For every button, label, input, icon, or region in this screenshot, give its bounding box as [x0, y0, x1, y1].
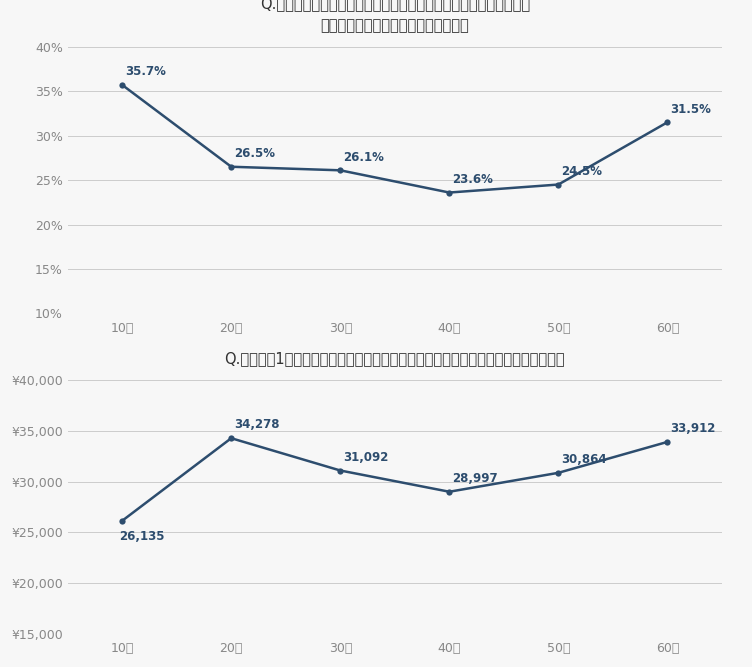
Text: 30,864: 30,864: [561, 453, 607, 466]
Text: 34,278: 34,278: [234, 418, 280, 432]
Text: 33,912: 33,912: [670, 422, 716, 435]
Text: 24.5%: 24.5%: [561, 165, 602, 178]
Text: 35.7%: 35.7%: [125, 65, 166, 78]
Text: 26,135: 26,135: [120, 530, 165, 543]
Text: 31,092: 31,092: [343, 451, 389, 464]
Text: 26.5%: 26.5%: [234, 147, 275, 160]
Text: 31.5%: 31.5%: [670, 103, 711, 115]
Text: 23.6%: 23.6%: [452, 173, 493, 186]
Title: Q.あなたのふだんの暮らしには、どの程度のゆとりがありますか。
［経済的なゆとりがある］満足回答者: Q.あなたのふだんの暮らしには、どの程度のゆとりがありますか。 ［経済的なゆとり…: [259, 0, 530, 33]
Text: 28,997: 28,997: [452, 472, 498, 485]
Title: Q.あなたの1ヵ月のこづかい（自由に使えるお金）はどのくらいですか。　《平均》: Q.あなたの1ヵ月のこづかい（自由に使えるお金）はどのくらいですか。 《平均》: [225, 352, 565, 367]
Text: 26.1%: 26.1%: [343, 151, 384, 163]
